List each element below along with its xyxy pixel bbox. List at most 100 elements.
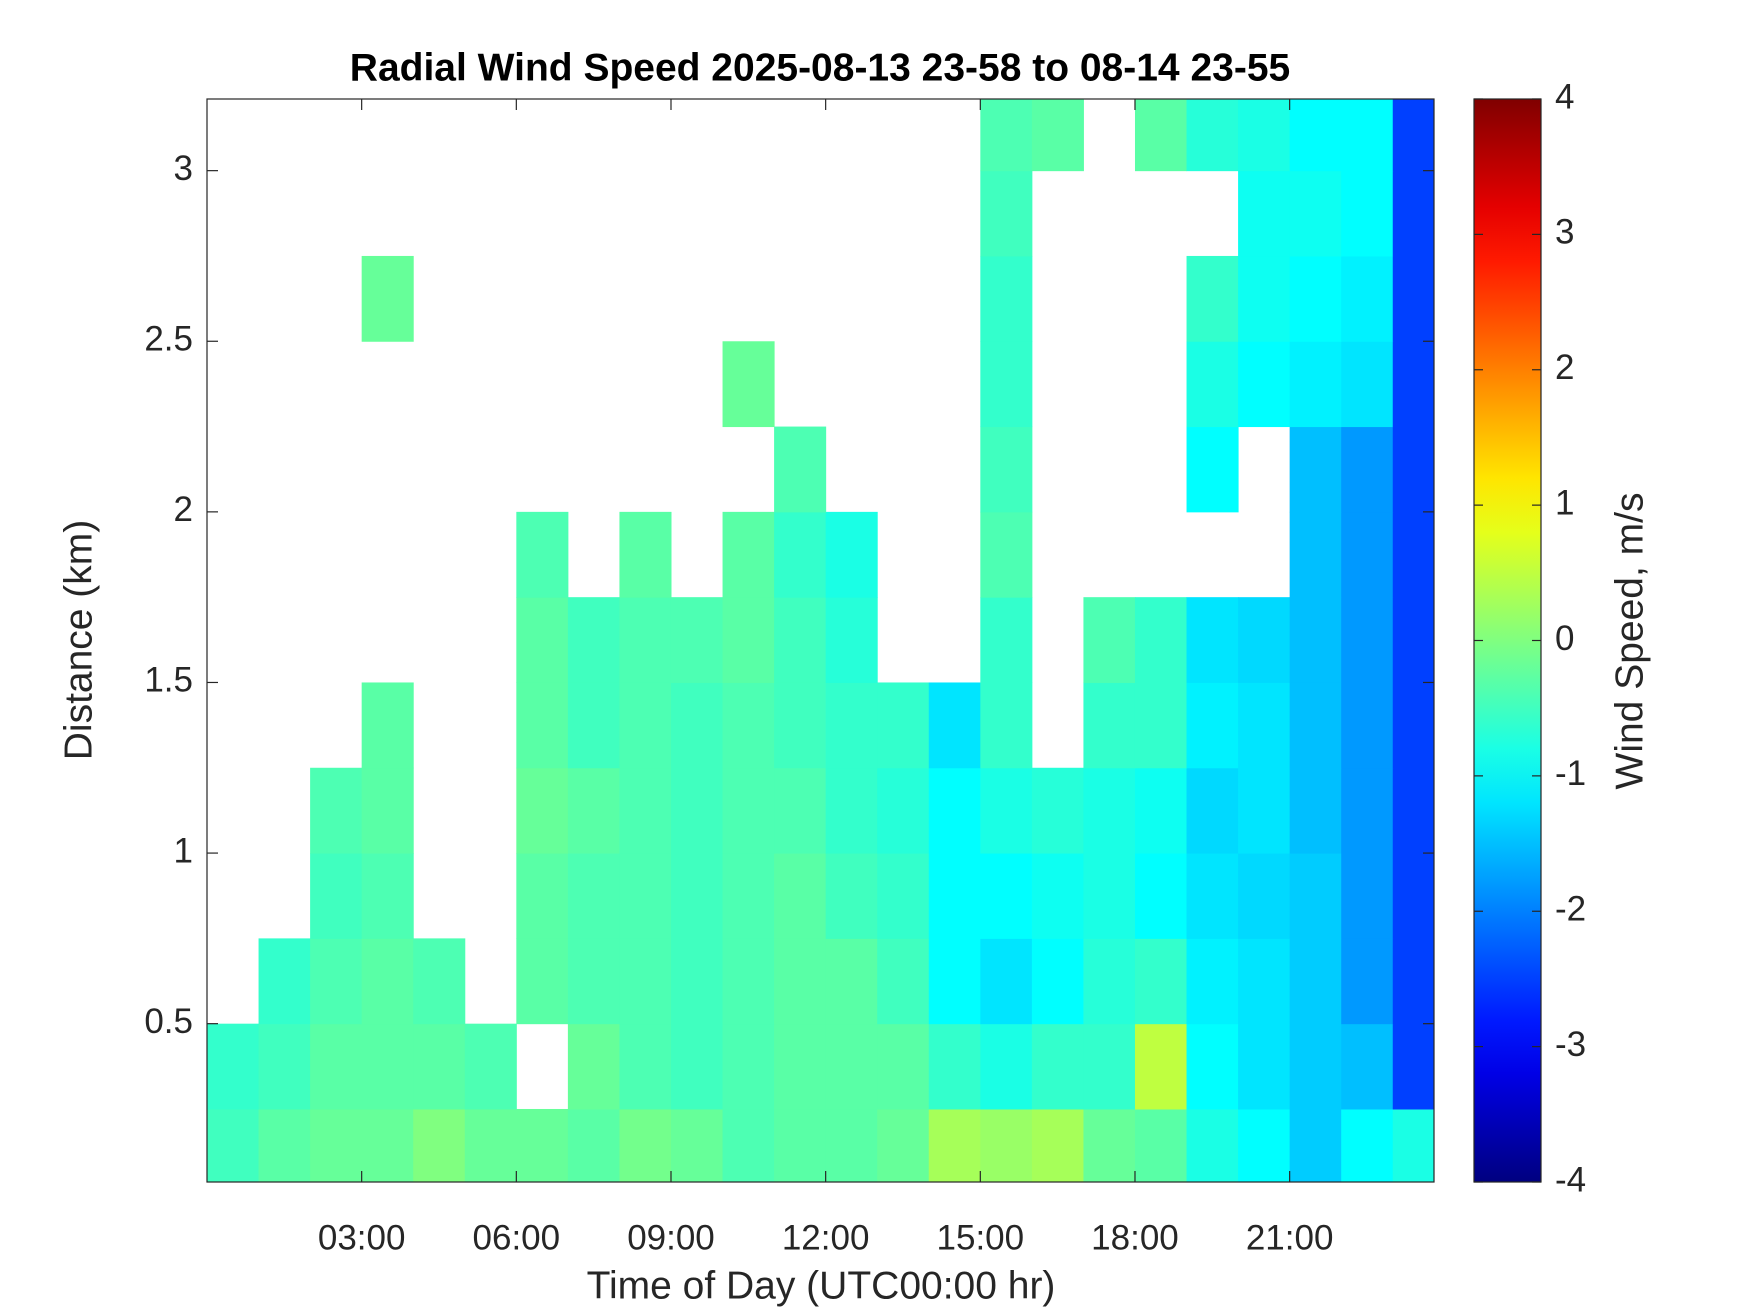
- heatmap-cell: [774, 682, 827, 769]
- heatmap-cell: [1392, 1108, 1435, 1183]
- heatmap-cell: [1134, 767, 1188, 854]
- heatmap-cell: [670, 767, 724, 854]
- heatmap-cell: [619, 853, 672, 939]
- heatmap-cell: [980, 1108, 1033, 1183]
- heatmap-cell: [619, 767, 672, 854]
- heatmap-cell: [1238, 170, 1291, 257]
- heatmap-cell: [1341, 255, 1394, 342]
- heatmap-cell: [1186, 938, 1239, 1025]
- heatmap-cell: [1031, 1023, 1084, 1110]
- heatmap-cell: [516, 767, 569, 854]
- heatmap-cell: [980, 99, 1033, 172]
- colorbar-tick-label: -1: [1555, 754, 1586, 793]
- heatmap-cell: [1392, 597, 1435, 683]
- heatmap-cell: [1083, 767, 1136, 854]
- heatmap-cell: [516, 938, 569, 1025]
- heatmap-cell: [877, 1023, 930, 1110]
- y-tick-label: 1.5: [144, 661, 193, 700]
- heatmap-cell: [980, 938, 1033, 1025]
- heatmap-cell: [722, 1023, 775, 1110]
- heatmap-cell: [928, 767, 981, 854]
- heatmap-cell: [1186, 597, 1239, 683]
- heatmap-cell: [1238, 853, 1291, 939]
- heatmap-cell: [722, 853, 775, 939]
- heatmap-cell: [1031, 1108, 1084, 1183]
- heatmap-cell: [1392, 170, 1435, 257]
- heatmap-cell: [1392, 767, 1435, 854]
- heatmap-cell: [774, 1108, 827, 1183]
- colorbar-tick-label: -2: [1555, 890, 1586, 929]
- heatmap-cell: [361, 938, 414, 1025]
- x-tick-label: 12:00: [782, 1218, 870, 1257]
- y-tick-label: 0.5: [144, 1002, 193, 1041]
- heatmap-cell: [825, 511, 878, 598]
- heatmap-cell: [1341, 511, 1394, 598]
- heatmap-cell: [1134, 682, 1188, 769]
- heatmap-cell: [619, 1023, 672, 1110]
- heatmap-cell: [670, 1108, 724, 1183]
- heatmap-cell: [464, 1108, 517, 1183]
- heatmap-cell: [825, 1108, 878, 1183]
- heatmap-cell: [1341, 938, 1394, 1025]
- heatmap-cell: [980, 170, 1033, 257]
- heatmap-cell: [1289, 170, 1342, 257]
- heatmap-cell: [310, 767, 363, 854]
- colorbar-tick-label: -3: [1555, 1025, 1586, 1064]
- heatmap-cell: [877, 767, 930, 854]
- heatmap-cell: [980, 341, 1033, 428]
- heatmap-cell: [567, 853, 620, 939]
- heatmap-cell: [619, 1108, 672, 1183]
- heatmap-cell: [1031, 938, 1084, 1025]
- heatmap-cell: [980, 597, 1033, 683]
- heatmap-cell: [928, 853, 981, 939]
- plot-frame: [206, 98, 1435, 1183]
- heatmap-cell: [825, 1023, 878, 1110]
- heatmap-cell: [567, 938, 620, 1025]
- heatmap-cell: [1238, 767, 1291, 854]
- heatmap-cell: [1186, 255, 1239, 342]
- heatmap-cell: [670, 938, 724, 1025]
- heatmap-cell: [825, 682, 878, 769]
- heatmap-cell: [1341, 99, 1394, 172]
- heatmap-cell: [1134, 99, 1188, 172]
- colorbar-tick-label: 0: [1555, 619, 1574, 658]
- heatmap-cell: [774, 511, 827, 598]
- heatmap-cell: [361, 682, 414, 769]
- heatmap-cell: [980, 682, 1033, 769]
- heatmap-cell: [774, 597, 827, 683]
- heatmap-cell: [1031, 853, 1084, 939]
- heatmap-cell: [825, 938, 878, 1025]
- y-tick-label: 2: [174, 490, 193, 529]
- heatmap-cell: [1341, 341, 1394, 428]
- y-tick-label: 3: [174, 149, 193, 188]
- heatmap-cell: [619, 511, 672, 598]
- heatmap-cell: [1392, 938, 1435, 1025]
- colorbar-tick-label: -4: [1555, 1160, 1586, 1199]
- heatmap-cell: [1341, 426, 1394, 513]
- heatmap-cell: [1341, 853, 1394, 939]
- heatmap-cell: [1289, 341, 1342, 428]
- heatmap-cell: [722, 682, 775, 769]
- colorbar-tick-label: 2: [1555, 348, 1574, 387]
- heatmap-cell: [1186, 682, 1239, 769]
- x-axis-label: Time of Day (UTC00:00 hr): [587, 1264, 1056, 1307]
- heatmap-cell: [722, 938, 775, 1025]
- heatmap-cell: [1238, 597, 1291, 683]
- heatmap-cell: [516, 511, 569, 598]
- heatmap-cell: [1134, 853, 1188, 939]
- heatmap-cell: [207, 1023, 260, 1110]
- heatmap-cell: [722, 597, 775, 683]
- heatmap-cell: [310, 853, 363, 939]
- heatmap-cell: [361, 853, 414, 939]
- heatmap-cell: [1341, 1023, 1394, 1110]
- heatmap-cell: [1392, 255, 1435, 342]
- heatmap-cell: [1289, 597, 1342, 683]
- heatmap-cell: [516, 853, 569, 939]
- heatmap-cell: [722, 1108, 775, 1183]
- heatmap-cell: [1392, 511, 1435, 598]
- heatmap-cell: [1392, 341, 1435, 428]
- y-axis-label: Distance (km): [57, 520, 100, 761]
- heatmap-cell: [1238, 1108, 1291, 1183]
- heatmap-cell: [980, 767, 1033, 854]
